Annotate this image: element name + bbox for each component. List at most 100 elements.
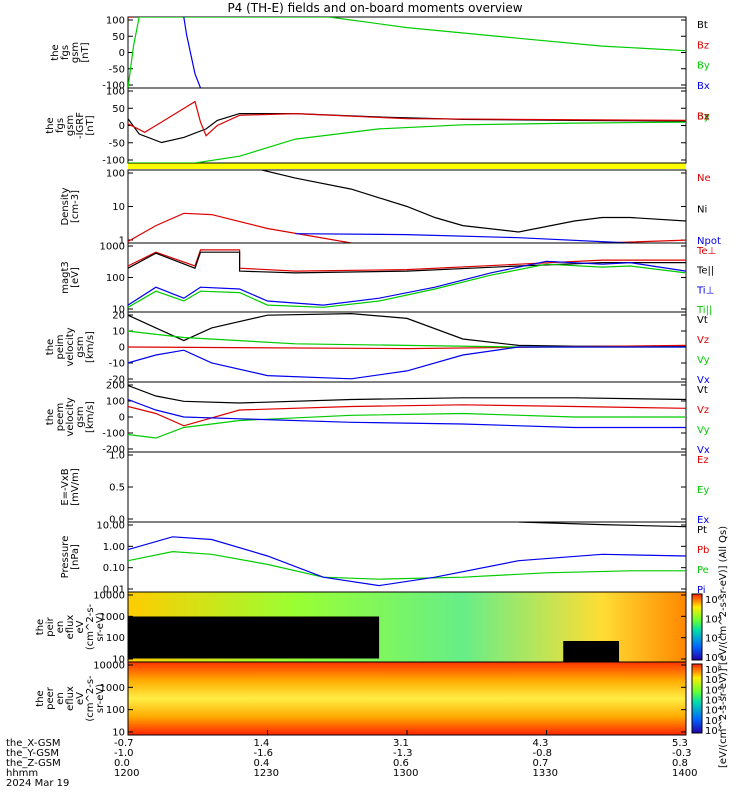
date-label: 2024 Mar 19: [6, 778, 70, 789]
colorbar-tick-label: 10⁵: [705, 696, 722, 707]
x-axis-tick-label: 0.6: [393, 758, 409, 769]
y-tick-label: 100: [106, 169, 125, 180]
y-tick-label: -100: [102, 156, 125, 167]
x-axis-tick-label: 0.8: [672, 758, 688, 769]
y-tick-label: 0: [119, 413, 125, 424]
x-axis-row-label: the_Y-GSM: [6, 748, 60, 759]
colorbar-tick-label: 10⁶: [705, 685, 722, 696]
legend-entry: Bx: [697, 81, 710, 92]
chart-title: P4 (TH-E) fields and on-board moments ov…: [227, 1, 523, 15]
x-axis-tick-label: -1.6: [253, 748, 274, 759]
spectrogram-10: [128, 662, 686, 735]
legend-entry: Vy: [697, 355, 710, 366]
y-axis-label-line: peim: [55, 334, 66, 359]
y-tick-label: 10.00: [96, 521, 125, 532]
colorbar-tick-label: 10⁸: [705, 665, 722, 676]
y-axis-label: magt3 [eV]: [60, 261, 81, 294]
y-tick-label: 50: [112, 104, 125, 115]
y-tick-label: -100: [102, 81, 125, 92]
y-tick-label: -200: [102, 445, 125, 456]
y-axis-label: E=-VxB [mV/m]: [60, 468, 81, 506]
y-axis-label: Pressure [nPa]: [60, 536, 81, 579]
x-axis-tick-label: 0.7: [532, 758, 549, 769]
legend-entry: Pb: [697, 545, 709, 556]
legend-entry: Ey: [697, 485, 709, 496]
y-tick-label: 10000: [93, 591, 125, 602]
low-count-region: [128, 616, 380, 659]
x-axis-tick-label: 5.3: [672, 738, 688, 749]
y-axis-label-line: [cm-3]: [70, 190, 81, 223]
series-line-ti||: [128, 263, 686, 308]
x-axis-tick-label: -0.8: [532, 748, 553, 759]
legend-entry: Ez: [697, 455, 709, 466]
y-tick-label: 1000: [100, 242, 125, 253]
y-axis-label: the fgs gsm [nT]: [50, 42, 91, 63]
y-axis-label: the fgs gsm -IGRF [nT]: [45, 112, 96, 139]
y-tick-label: -50: [109, 64, 125, 75]
colorbar-tick-label: 10⁷: [705, 675, 722, 686]
x-axis-tick-label: 1230: [253, 768, 279, 779]
panel-9: the peir en eflux eV (cm^2-s-sr-eV): [35, 591, 703, 663]
panel-4: magt3 [eV]: [60, 242, 687, 313]
y-tick-label: -10: [109, 359, 125, 370]
y-axis-label-line: sr-eV): [95, 684, 106, 713]
y-axis-label-line: -IGRF: [75, 112, 86, 139]
x-axis-tick-label: 1400: [672, 768, 698, 779]
y-tick-label: 100: [106, 87, 125, 98]
y-axis-label-line: peer: [45, 686, 56, 710]
x-axis-tick-label: -0.3: [672, 748, 692, 759]
series-line-vy: [128, 412, 686, 439]
series-line-bz: [128, 100, 686, 137]
legend-entry: Te⊥: [696, 246, 716, 257]
y-axis-label-line: [nPa]: [70, 544, 81, 570]
y-axis-label-line: [km/s]: [85, 331, 96, 363]
legend-entry: Bz: [697, 40, 709, 51]
y-axis-label-line: [nT]: [80, 42, 91, 62]
y-axis-label-line: the: [45, 339, 56, 355]
y-tick-label: 1: [119, 236, 125, 247]
x-axis-tick-label: 1.4: [253, 738, 270, 749]
panel-10: the peer en eflux eV (cm^2-s-sr-eV): [35, 661, 703, 736]
y-axis-label-line: sr-eV): [95, 612, 106, 641]
panel-3: Density [cm-3]: [60, 169, 687, 244]
legend-entry: Te||: [696, 266, 714, 277]
series-line-npot: [295, 233, 650, 243]
x-axis-row-label: the_Z-GSM: [6, 758, 61, 769]
colorbar-tick-label: 10³: [705, 716, 722, 727]
y-axis-label-line: the: [35, 619, 46, 635]
y-axis-label-line: gsm: [75, 336, 86, 357]
y-axis-label: Density [cm-3]: [60, 187, 81, 225]
x-axis-row-label: the_X-GSM: [6, 738, 61, 749]
y-axis-label-line: magt3: [60, 261, 71, 294]
series-line-vt: [128, 312, 686, 347]
y-axis-label-line: en: [55, 692, 66, 705]
legend-entry: Vz: [697, 405, 709, 416]
y-tick-label: 100: [106, 705, 125, 716]
legend-entry: Ni: [697, 205, 707, 216]
y-axis-label-line: the: [45, 117, 56, 133]
y-tick-label: 10: [112, 202, 125, 213]
y-tick-label: -20: [109, 375, 125, 386]
panel-7: E=-VxB [mV/m]: [60, 451, 687, 523]
legend-entry: Bt: [697, 20, 708, 31]
y-axis-label-line: fgs: [60, 45, 71, 60]
series-line-ti⊥: [128, 260, 686, 306]
x-axis-tick-label: -0.7: [114, 738, 134, 749]
series-line-vz: [128, 404, 686, 427]
colorbar-tick-label: 10⁰: [705, 653, 722, 664]
y-axis-label-line: en: [55, 621, 66, 634]
x-axis-tick-label: 1200: [114, 768, 140, 779]
x-axis-tick-label: -1.3: [393, 748, 413, 759]
y-axis-label: the peer en eflux eV (cm^2-s-sr-eV): [35, 675, 106, 722]
y-axis-label-line: eflux: [65, 615, 76, 640]
y-tick-label: 50: [112, 32, 125, 43]
y-tick-label: 200: [106, 381, 125, 392]
series-line-vy: [128, 330, 686, 348]
y-axis-label-line: gsm: [65, 115, 76, 136]
y-axis-label-line: eV: [75, 620, 86, 633]
legend-entry: Pe: [697, 565, 709, 576]
series-line-bx: [183, 17, 202, 88]
series-line-vt: [128, 384, 686, 404]
x-axis-tick-label: 4.3: [532, 738, 549, 749]
legend-entry: Ti||: [696, 305, 712, 316]
